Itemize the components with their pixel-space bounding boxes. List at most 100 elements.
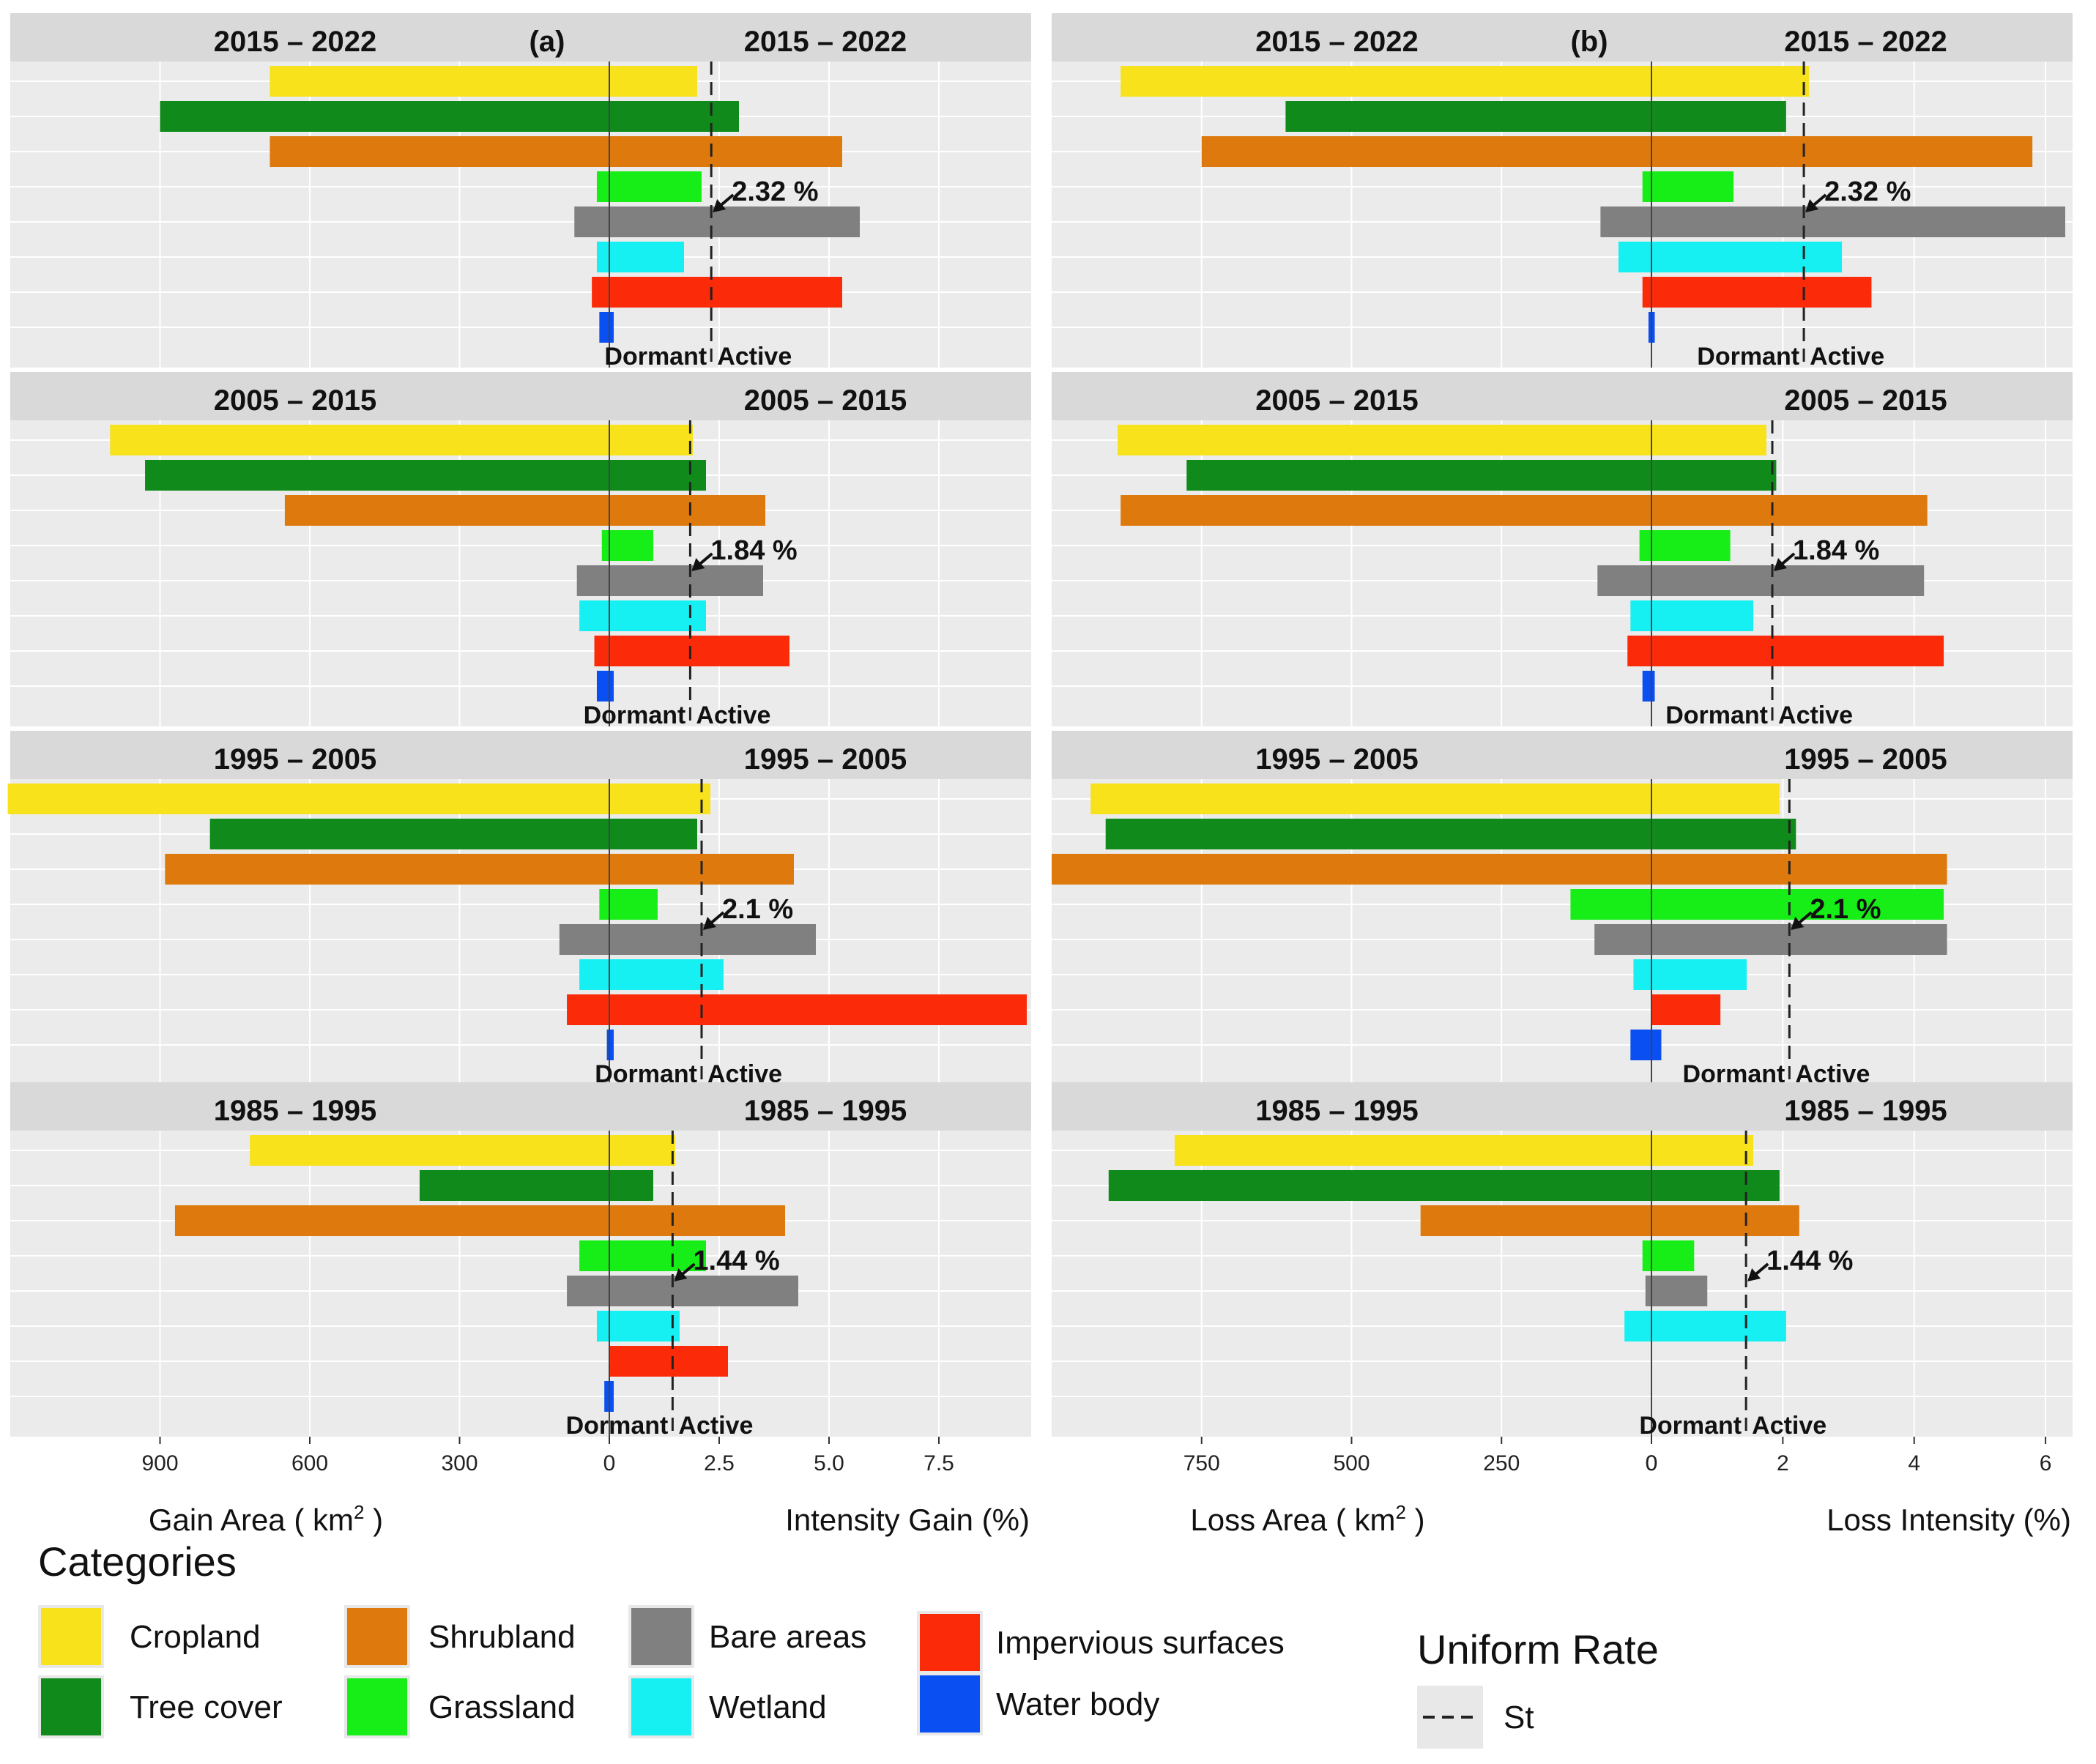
intensity-axis-title: Loss Intensity (%) <box>1826 1503 2071 1537</box>
active-label: Active <box>1752 1412 1826 1440</box>
legend-swatch <box>631 1608 691 1665</box>
interval-label-area: 2015 – 2022 <box>1255 26 1418 58</box>
bar-water-body <box>1642 671 1655 701</box>
bar-tree-cover <box>209 819 698 849</box>
facet-strip <box>10 372 1031 420</box>
active-label: Active <box>717 343 792 371</box>
bar-wetland <box>1630 600 1754 631</box>
panel-a: 2015 – 2022 2015 – 2022 (a) 2.32 % Dormant Ac… <box>7 13 1031 1537</box>
bar-bare-areas <box>574 206 860 237</box>
dormant-label: Dormant <box>1665 701 1768 729</box>
intensity-axis-title: Intensity Gain (%) <box>785 1503 1030 1537</box>
intensity-tick-label: 0 <box>1646 1451 1658 1475</box>
facet-a-2015-2022: 2015 – 2022 2015 – 2022 (a) 2.32 % Dormant Ac… <box>10 13 1031 371</box>
bar-cropland <box>1118 425 1766 455</box>
bar-cropland <box>1174 1135 1754 1166</box>
bar-cropland <box>110 425 694 455</box>
legend-swatch <box>920 1614 980 1671</box>
bar-shrubland <box>1420 1205 1799 1236</box>
active-label: Active <box>678 1412 753 1440</box>
bar-water-body <box>1630 1030 1662 1060</box>
legend-swatch <box>347 1608 407 1665</box>
dormant-label: Dormant <box>1697 343 1799 371</box>
legend-item-tree-cover: Tree cover <box>38 1675 283 1738</box>
area-tick-label: 750 <box>1183 1451 1220 1475</box>
bar-impervious-surfaces <box>1642 277 1872 308</box>
uniform-rate-label: 2.32 % <box>1824 176 1911 207</box>
legend-label: Cropland <box>130 1619 261 1655</box>
facet-a-1985-1995: 1985 – 1995 1985 – 1995 1.44 % Dormant Activ… <box>10 1082 1031 1440</box>
bar-shrubland <box>284 495 766 526</box>
uniform-rate-arrowhead <box>674 1268 688 1281</box>
bar-water-body <box>599 312 614 343</box>
facet-strip <box>10 731 1031 779</box>
dormant-label: Dormant <box>604 343 707 371</box>
panel-label: (a) <box>529 26 565 58</box>
bar-bare-areas <box>1645 1276 1708 1306</box>
dormant-label: Dormant <box>1639 1412 1742 1440</box>
legend-swatch <box>347 1678 407 1735</box>
interval-label-intensity: 1985 – 1995 <box>1784 1095 1947 1127</box>
bar-bare-areas <box>1594 924 1947 955</box>
legend-label: Water body <box>996 1686 1159 1722</box>
facet-b-2005-2015: 2005 – 2015 2005 – 2015 1.84 % Dormant Activ… <box>1052 372 2073 729</box>
area-tick-label: 900 <box>141 1451 178 1475</box>
bar-grassland <box>596 171 702 202</box>
bar-cropland <box>1121 66 1810 97</box>
bar-grassland <box>599 889 658 920</box>
intensity-tick-label: 2.5 <box>704 1451 735 1475</box>
uniform-rate-arrowhead <box>1774 558 1788 571</box>
bar-grassland <box>1642 1240 1695 1271</box>
bar-tree-cover <box>1186 460 1777 491</box>
legend-item-grassland: Grassland <box>344 1675 576 1738</box>
interval-label-intensity: 2005 – 2015 <box>744 384 907 417</box>
uniform-rate-label: 1.84 % <box>710 535 797 566</box>
facet-strip <box>1052 372 2073 420</box>
facet-strip <box>1052 13 2073 62</box>
legend-item-wetland: Wetland <box>628 1675 827 1738</box>
legend-item-water-body: Water body <box>917 1672 1159 1735</box>
x-axis-a: 900 600 300 0 2.5 5.0 7.5 Gain Area ( km2 ) Inte… <box>141 1437 1030 1537</box>
bar-shrubland <box>174 1205 785 1236</box>
bar-tree-cover <box>1285 101 1786 132</box>
bar-tree-cover <box>1105 819 1796 849</box>
bar-wetland <box>579 600 706 631</box>
intensity-tick-label: 5.0 <box>814 1451 844 1475</box>
area-tick-label: 300 <box>441 1451 477 1475</box>
facet-strip <box>1052 731 2073 779</box>
uniform-rate-label: 2.1 % <box>1810 894 1881 925</box>
facet-strip <box>10 1082 1031 1131</box>
intensity-tick-label: 4 <box>1908 1451 1920 1475</box>
facet-strip <box>1052 1082 2073 1131</box>
legend-item-cropland: Cropland <box>38 1605 261 1668</box>
panel-label: (b) <box>1570 26 1608 58</box>
dormant-label: Dormant <box>584 701 686 729</box>
interval-label-area: 2015 – 2022 <box>214 26 376 58</box>
plot-area: 2015 – 2022 2015 – 2022 (a) 2.32 % Dormant Ac… <box>7 13 2073 1537</box>
bar-grassland <box>601 530 653 561</box>
interval-label-intensity: 2015 – 2022 <box>1784 26 1947 58</box>
bar-wetland <box>1633 959 1747 990</box>
bar-bare-areas <box>559 924 816 955</box>
facet-b-1985-1995: 1985 – 1995 1985 – 1995 1.44 % Dormant Activ… <box>1052 1082 2073 1440</box>
legend-label: Bare areas <box>709 1619 866 1655</box>
interval-label-area: 1985 – 1995 <box>1255 1095 1418 1127</box>
legend-label: Impervious surfaces <box>996 1625 1285 1661</box>
area-tick-label: 500 <box>1333 1451 1370 1475</box>
legend-label: Shrubland <box>428 1619 576 1655</box>
interval-label-area: 1995 – 2005 <box>1255 743 1418 775</box>
legend-swatch <box>41 1608 101 1665</box>
bar-bare-areas <box>576 565 763 596</box>
legend-label: Grassland <box>428 1689 576 1725</box>
uniform-rate-arrowhead <box>703 917 716 930</box>
bar-shrubland <box>270 136 842 167</box>
uniform-rate-label: 1.44 % <box>693 1246 779 1276</box>
facet-b-2015-2022: 2015 – 2022 2015 – 2022 (b) 2.32 % Dormant Ac… <box>1052 13 2073 371</box>
bar-grassland <box>579 1240 706 1271</box>
interval-label-area: 1985 – 1995 <box>214 1095 376 1127</box>
bar-cropland <box>270 66 697 97</box>
bar-shrubland <box>165 854 795 885</box>
panel-b: 2015 – 2022 2015 – 2022 (b) 2.32 % Dormant Ac… <box>1052 13 2073 1537</box>
